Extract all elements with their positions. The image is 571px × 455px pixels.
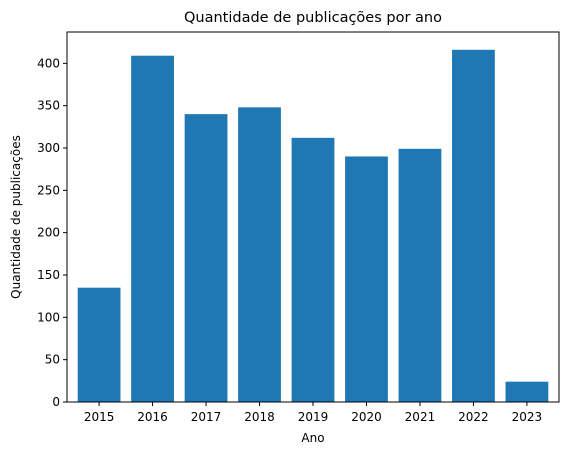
y-tick-label: 250 (37, 183, 60, 197)
bar-2023 (505, 381, 549, 402)
x-tick-label: 2017 (191, 410, 222, 424)
x-tick-label: 2019 (298, 410, 329, 424)
y-tick-label: 150 (37, 268, 60, 282)
bar-2017 (184, 114, 228, 402)
x-tick-label: 2023 (512, 410, 543, 424)
y-tick-label: 350 (37, 99, 60, 113)
y-tick-label: 50 (45, 353, 60, 367)
x-tick-label: 2015 (84, 410, 115, 424)
x-tick-label: 2016 (137, 410, 168, 424)
x-tick-label: 2021 (405, 410, 436, 424)
y-axis-ticks: 0 50 100 150 200 250 300 350 400 (37, 56, 67, 409)
y-tick-label: 200 (37, 226, 60, 240)
bar-2021 (398, 148, 442, 402)
x-axis-label: Ano (301, 431, 324, 445)
y-tick-label: 100 (37, 310, 60, 324)
bar-2015 (77, 287, 121, 402)
x-axis-ticks: 2015 2016 2017 2018 2019 2020 2021 2022 2023 (84, 402, 542, 424)
bar-2016 (131, 55, 174, 403)
x-tick-label: 2022 (458, 410, 489, 424)
bar-2018 (238, 107, 281, 402)
plot-frame (66, 31, 560, 403)
bar-2019 (291, 137, 335, 402)
bar-2022 (452, 49, 495, 402)
bar-2020 (345, 156, 388, 402)
y-tick-label: 300 (37, 141, 60, 155)
y-tick-label: 400 (37, 56, 60, 70)
bars-group (77, 49, 549, 403)
x-tick-label: 2018 (244, 410, 275, 424)
y-tick-label: 0 (52, 395, 60, 409)
x-tick-label: 2020 (351, 410, 382, 424)
y-axis-label: Quantidade de publicações (9, 135, 23, 299)
chart-title: Quantidade de publicações por ano (184, 10, 442, 26)
